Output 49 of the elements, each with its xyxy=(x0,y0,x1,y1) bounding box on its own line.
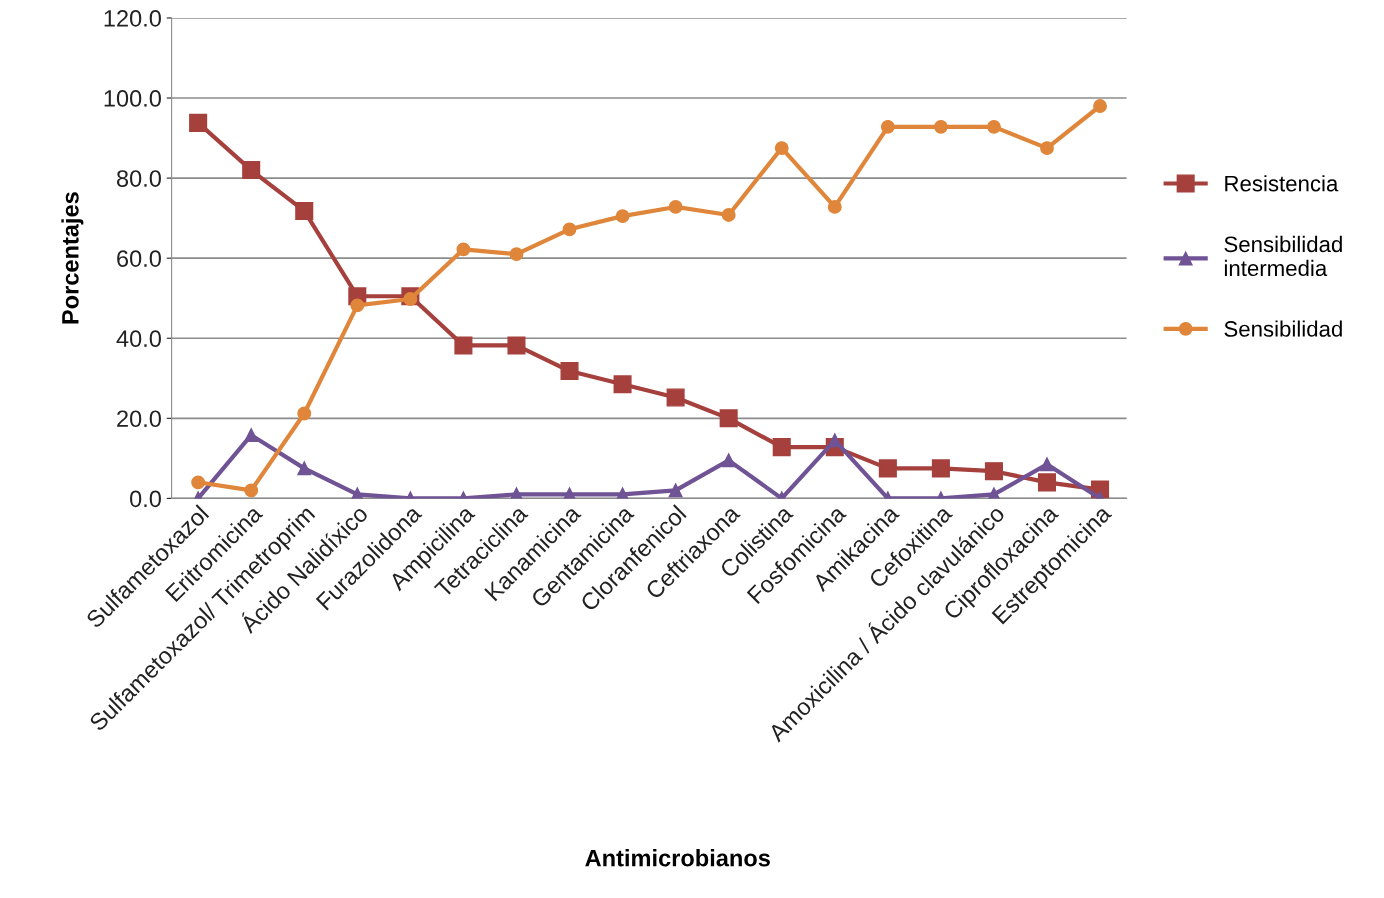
point xyxy=(615,209,630,224)
point xyxy=(774,141,789,156)
point xyxy=(1093,99,1107,113)
point xyxy=(880,119,895,134)
point xyxy=(244,428,259,443)
point xyxy=(827,199,842,214)
point xyxy=(933,119,948,134)
legend-label: Sensibilidad xyxy=(1224,320,1342,337)
y-tick-label: 100.0 xyxy=(104,90,161,107)
point xyxy=(242,161,261,180)
point xyxy=(719,409,738,428)
point xyxy=(827,433,842,448)
point xyxy=(189,113,208,132)
point xyxy=(878,459,897,478)
point xyxy=(668,199,683,214)
y-tick-label: 20.0 xyxy=(117,410,161,428)
point xyxy=(721,453,736,468)
point xyxy=(560,362,579,381)
point xyxy=(244,483,259,498)
point xyxy=(350,298,365,313)
point xyxy=(1037,473,1057,492)
point xyxy=(297,406,312,421)
y-axis-title: Porcentajes xyxy=(61,192,84,324)
point xyxy=(507,336,526,355)
point xyxy=(772,438,791,457)
point xyxy=(984,462,1003,481)
y-tick-label: 60.0 xyxy=(117,250,161,267)
point xyxy=(456,242,471,257)
point xyxy=(295,201,314,220)
point xyxy=(297,461,312,476)
point xyxy=(562,222,577,237)
point xyxy=(509,247,524,262)
point xyxy=(721,207,736,222)
point xyxy=(666,388,685,407)
point xyxy=(986,119,1001,134)
point xyxy=(191,475,206,490)
point xyxy=(454,336,473,355)
legend-label: Resistencia xyxy=(1225,175,1339,192)
point xyxy=(668,483,683,498)
point xyxy=(613,375,632,394)
point xyxy=(1040,141,1054,156)
point xyxy=(931,459,950,478)
y-tick-label: 80.0 xyxy=(116,170,161,187)
y-tick-label: 40.0 xyxy=(116,330,161,348)
y-tick-label: 120.0 xyxy=(104,10,161,27)
point xyxy=(1040,457,1054,472)
legend-label: Sensibilidad intermedia xyxy=(1224,235,1342,277)
point xyxy=(403,292,418,306)
x-axis-title: Antimicrobianos xyxy=(585,849,770,867)
